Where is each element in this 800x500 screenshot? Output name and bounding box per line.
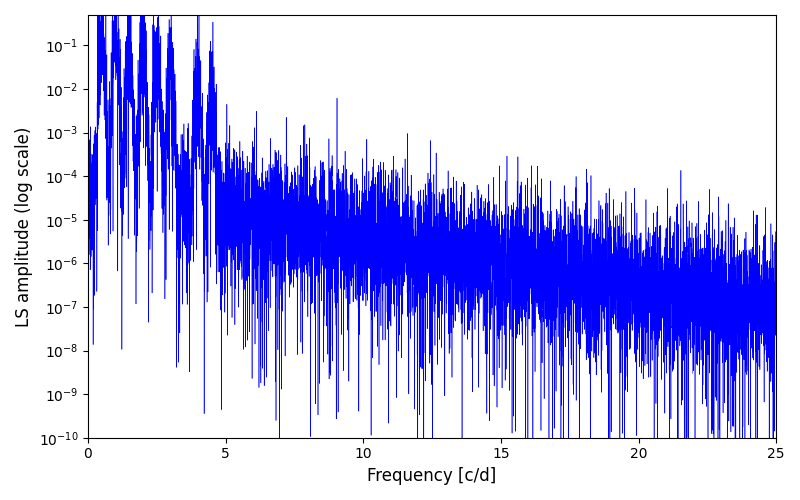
X-axis label: Frequency [c/d]: Frequency [c/d] <box>367 467 497 485</box>
Y-axis label: LS amplitude (log scale): LS amplitude (log scale) <box>15 126 33 326</box>
